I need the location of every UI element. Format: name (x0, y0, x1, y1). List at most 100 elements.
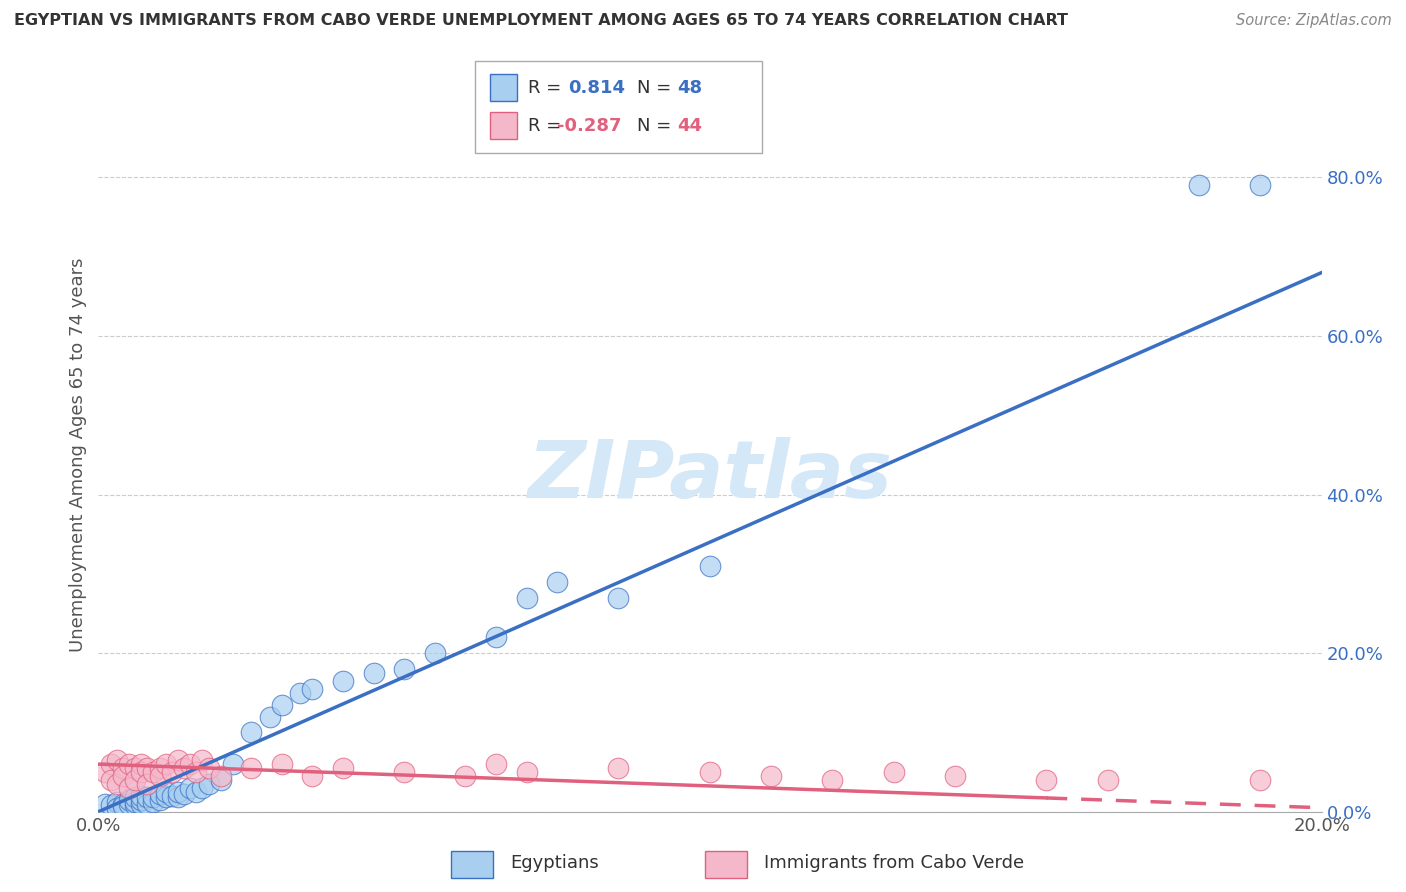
Point (759, 769, 782, 783)
Point (129, 797, 152, 811)
Text: 44: 44 (678, 117, 703, 135)
Text: N =: N = (637, 78, 678, 96)
Point (142, 790, 165, 805)
Point (290, 686, 312, 700)
Point (173, 761, 195, 775)
Point (136, 761, 159, 775)
Text: Immigrants from Cabo Verde: Immigrants from Cabo Verde (765, 854, 1025, 872)
Point (209, 772, 232, 787)
Bar (491, 74, 517, 102)
Point (454, 769, 477, 783)
Point (105, 801, 128, 815)
Point (149, 787, 172, 801)
Point (699, 558, 721, 573)
Point (1249, 178, 1271, 193)
Point (423, 646, 446, 660)
Point (155, 790, 177, 805)
Point (392, 662, 416, 676)
Bar (451, 851, 492, 878)
Point (111, 799, 134, 814)
Point (136, 790, 159, 805)
Point (129, 757, 152, 772)
Point (136, 797, 159, 811)
Point (129, 765, 152, 780)
Point (124, 772, 146, 787)
Point (186, 785, 208, 799)
Text: N =: N = (637, 117, 678, 135)
Point (546, 574, 568, 589)
Point (105, 795, 128, 809)
Text: 48: 48 (678, 78, 703, 96)
Point (363, 665, 385, 680)
Point (160, 789, 183, 803)
Text: ZIPatlas: ZIPatlas (527, 437, 893, 516)
Point (1035, 772, 1057, 787)
Point (259, 709, 281, 723)
Point (136, 777, 159, 791)
Point (149, 793, 172, 807)
Point (124, 795, 146, 809)
Point (301, 681, 323, 696)
Bar (706, 851, 747, 878)
Y-axis label: Unemployment Among Ages 65 to 74 years: Unemployment Among Ages 65 to 74 years (69, 258, 87, 652)
Point (118, 780, 141, 795)
Point (160, 765, 183, 780)
Point (607, 591, 630, 605)
Text: 0.814: 0.814 (568, 78, 624, 96)
Point (1249, 772, 1271, 787)
Point (100, 798, 122, 813)
Point (485, 630, 508, 644)
Point (167, 785, 190, 799)
Point (1188, 178, 1211, 193)
Point (191, 753, 214, 767)
Point (943, 769, 966, 783)
Text: Source: ZipAtlas.com: Source: ZipAtlas.com (1236, 13, 1392, 29)
Point (93, 797, 115, 811)
Point (173, 787, 195, 801)
Point (100, 757, 122, 772)
Point (883, 765, 905, 780)
Point (179, 757, 201, 772)
Point (197, 761, 219, 775)
Point (332, 673, 354, 688)
Point (821, 772, 844, 787)
Point (516, 591, 538, 605)
Point (149, 761, 172, 775)
Point (240, 761, 263, 775)
Text: R =: R = (527, 78, 567, 96)
Bar (491, 112, 517, 139)
Point (118, 797, 141, 811)
Point (155, 785, 177, 799)
Point (124, 761, 146, 775)
Point (111, 769, 134, 783)
Point (699, 765, 721, 780)
Point (118, 757, 141, 772)
Point (392, 765, 416, 780)
Point (149, 769, 172, 783)
Text: R =: R = (527, 117, 567, 135)
Point (516, 765, 538, 780)
Point (301, 769, 323, 783)
Point (105, 753, 128, 767)
Point (93, 765, 115, 780)
Point (100, 772, 122, 787)
Point (240, 725, 263, 739)
Point (332, 761, 354, 775)
Point (607, 761, 630, 775)
Point (118, 793, 141, 807)
Text: -0.287: -0.287 (557, 117, 621, 135)
Point (197, 777, 219, 791)
Point (270, 757, 292, 772)
Point (124, 790, 146, 805)
Point (129, 793, 152, 807)
Text: EGYPTIAN VS IMMIGRANTS FROM CABO VERDE UNEMPLOYMENT AMONG AGES 65 TO 74 YEARS CO: EGYPTIAN VS IMMIGRANTS FROM CABO VERDE U… (14, 13, 1069, 29)
Text: Egyptians: Egyptians (510, 854, 599, 872)
Point (191, 780, 214, 795)
Point (222, 757, 245, 772)
Point (129, 789, 152, 803)
Point (142, 795, 165, 809)
Point (186, 765, 208, 780)
Point (1097, 772, 1119, 787)
Point (111, 761, 134, 775)
Point (179, 780, 201, 795)
